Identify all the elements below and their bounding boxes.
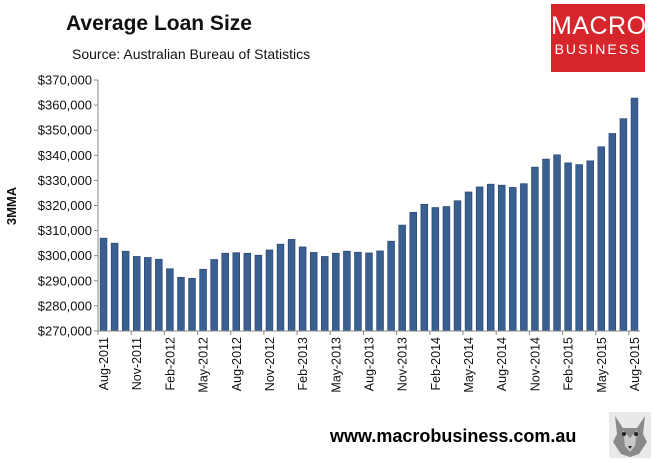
bar bbox=[199, 268, 207, 332]
bar bbox=[409, 211, 417, 332]
bar bbox=[553, 154, 561, 332]
bar bbox=[188, 277, 196, 332]
x-axis: Aug-2011 Nov-2011 Feb-2012 May-2012 Aug-2012… bbox=[97, 330, 642, 393]
bars bbox=[99, 97, 639, 332]
chart-title: Average Loan Size bbox=[66, 12, 252, 35]
bar bbox=[243, 252, 252, 332]
y-tick-label: $300,000 bbox=[38, 248, 92, 263]
x-tick-label: May-2013 bbox=[329, 337, 343, 393]
bar bbox=[265, 249, 274, 332]
bar bbox=[309, 252, 318, 332]
x-tick-label: Feb-2013 bbox=[296, 337, 310, 391]
y-tick-label: $350,000 bbox=[38, 123, 92, 138]
bar bbox=[287, 239, 296, 332]
x-tick-label: Feb-2014 bbox=[429, 337, 443, 391]
y-axis-label: 3MMA bbox=[4, 186, 19, 225]
y-tick-label: $360,000 bbox=[38, 98, 92, 113]
bar bbox=[398, 224, 406, 332]
bar bbox=[619, 118, 628, 332]
y-tick-label: $330,000 bbox=[38, 173, 92, 188]
chart-source: Source: Australian Bureau of Statistics bbox=[72, 46, 311, 62]
bar bbox=[99, 237, 108, 332]
x-tick-label: Aug-2014 bbox=[495, 337, 509, 391]
bar bbox=[608, 133, 617, 332]
bar bbox=[121, 250, 130, 332]
y-tick-label: $310,000 bbox=[38, 223, 92, 238]
bar bbox=[431, 207, 440, 332]
bar bbox=[630, 97, 639, 332]
bar bbox=[376, 250, 384, 332]
logo-line-macro: MACRO bbox=[551, 12, 647, 40]
bar bbox=[387, 240, 395, 332]
x-tick-label: Nov-2013 bbox=[396, 337, 410, 391]
x-tick-label: Feb-2015 bbox=[562, 337, 576, 391]
bar bbox=[332, 252, 340, 332]
bar bbox=[321, 256, 329, 332]
bar bbox=[144, 257, 152, 332]
bar bbox=[586, 160, 594, 332]
bar bbox=[486, 183, 495, 332]
x-tick-label: May-2012 bbox=[197, 337, 211, 393]
x-tick-label: Aug-2015 bbox=[628, 337, 642, 391]
y-tick-label: $340,000 bbox=[38, 148, 92, 163]
bar bbox=[298, 246, 307, 332]
x-tick-label: Aug-2013 bbox=[363, 337, 377, 391]
bar bbox=[564, 162, 572, 332]
bar bbox=[365, 252, 373, 332]
x-tick-label: Nov-2014 bbox=[528, 337, 542, 391]
bar bbox=[520, 183, 528, 332]
bar bbox=[509, 187, 517, 332]
x-tick-label: May-2014 bbox=[462, 337, 476, 393]
bar bbox=[531, 166, 539, 332]
x-tick-label: May-2015 bbox=[595, 337, 609, 393]
x-tick-label: Aug-2012 bbox=[230, 337, 244, 391]
bar bbox=[498, 184, 506, 332]
bar bbox=[132, 256, 141, 332]
bar bbox=[177, 276, 185, 332]
x-tick-label: Nov-2012 bbox=[263, 337, 277, 391]
bar bbox=[110, 242, 119, 332]
wolf-mascot-icon bbox=[609, 412, 651, 458]
bar bbox=[420, 203, 429, 332]
bar bbox=[464, 191, 473, 332]
footer-url: www.macrobusiness.com.au bbox=[330, 426, 577, 446]
bar bbox=[475, 186, 484, 332]
y-axis: $270,000 $280,000 $290,000 $300,000 $310,000… bbox=[38, 73, 99, 339]
logo-line-business: BUSINESS bbox=[554, 41, 642, 57]
bar bbox=[542, 158, 550, 332]
y-tick-label: $280,000 bbox=[38, 298, 92, 313]
bar bbox=[254, 254, 263, 332]
bar bbox=[354, 251, 362, 332]
bar bbox=[575, 164, 583, 332]
macrobusiness-logo: MACRO BUSINESS bbox=[551, 4, 647, 72]
bar bbox=[232, 252, 240, 332]
x-tick-label: Aug-2011 bbox=[97, 337, 111, 390]
bar bbox=[597, 146, 606, 332]
y-tick-label: $370,000 bbox=[38, 73, 92, 88]
bar bbox=[442, 206, 451, 332]
bar bbox=[210, 259, 218, 332]
bar bbox=[343, 250, 351, 332]
bar bbox=[166, 268, 174, 332]
y-tick-label: $270,000 bbox=[38, 324, 92, 339]
x-tick-label: Feb-2012 bbox=[163, 337, 177, 391]
y-tick-label: $290,000 bbox=[38, 273, 92, 288]
bar bbox=[221, 252, 229, 332]
x-tick-label: Nov-2011 bbox=[130, 337, 144, 390]
bar bbox=[155, 258, 163, 332]
bar bbox=[276, 243, 285, 332]
bar bbox=[453, 200, 462, 332]
bar-chart: $270,000 $280,000 $290,000 $300,000 $310,000… bbox=[4, 73, 642, 393]
y-tick-label: $320,000 bbox=[38, 198, 92, 213]
